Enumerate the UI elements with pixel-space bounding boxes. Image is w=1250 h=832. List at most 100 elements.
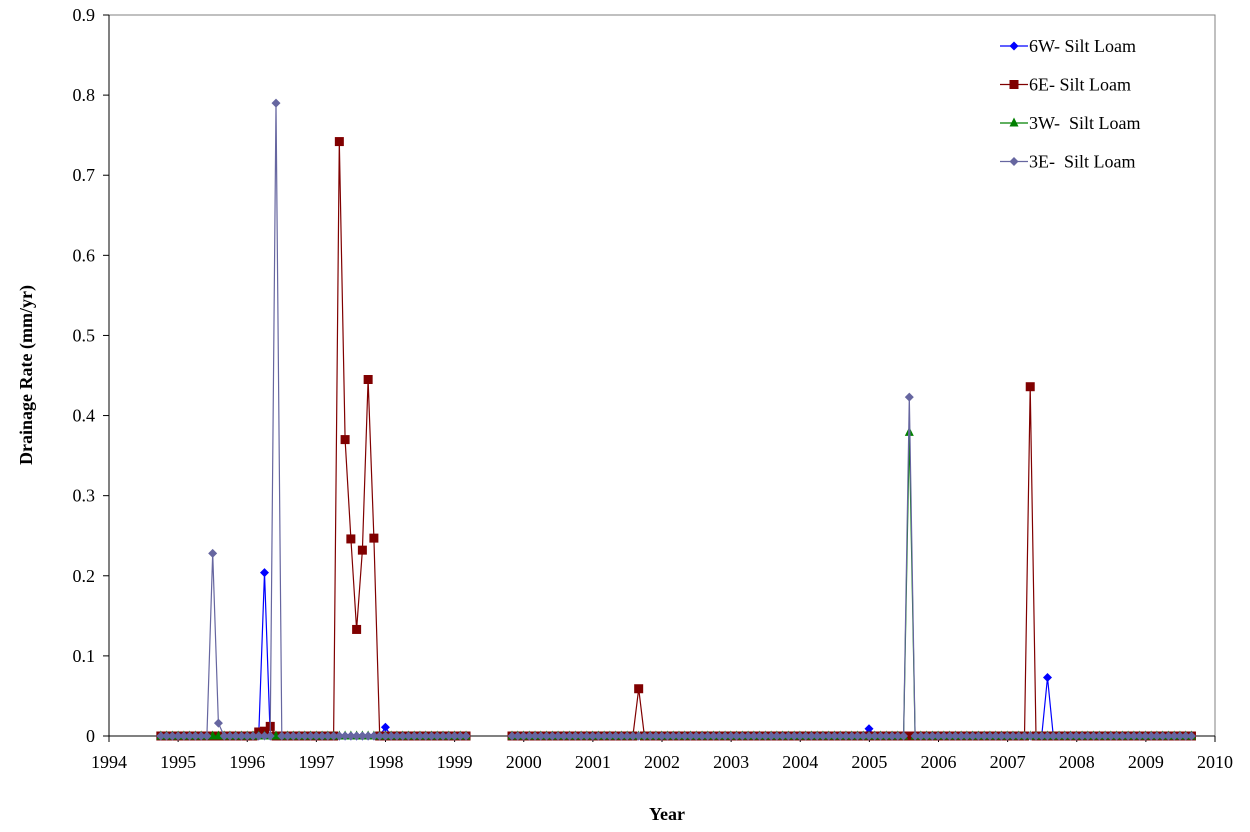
x-tick-label: 1999	[437, 752, 473, 772]
data-point	[363, 731, 373, 741]
x-tick-label: 2000	[506, 752, 542, 772]
data-point	[392, 731, 402, 741]
series-group	[156, 98, 1196, 741]
data-point	[1043, 731, 1053, 741]
data-point	[208, 548, 218, 558]
data-point	[565, 731, 575, 741]
data-point	[933, 731, 943, 741]
series-3	[156, 98, 1196, 741]
data-point	[887, 731, 897, 741]
data-point	[651, 731, 661, 741]
x-tick-label: 2010	[1197, 752, 1233, 772]
x-tick-label: 1994	[91, 752, 127, 772]
x-tick-label: 1998	[368, 752, 404, 772]
data-point	[599, 731, 609, 741]
data-point	[259, 568, 269, 578]
data-point	[507, 731, 517, 741]
data-point	[1158, 731, 1168, 741]
data-point	[1031, 731, 1041, 741]
data-point	[450, 731, 460, 741]
data-point	[334, 137, 344, 147]
y-axis-title: Drainage Rate (mm/yr)	[16, 285, 37, 465]
data-point	[1117, 731, 1127, 741]
x-tick-label: 2006	[921, 752, 957, 772]
data-point	[680, 731, 690, 741]
x-axis-title: Year	[649, 804, 685, 824]
data-point	[426, 731, 436, 741]
data-point	[317, 731, 327, 741]
data-point	[530, 731, 540, 741]
data-point	[415, 731, 425, 741]
x-tick-label: 2008	[1059, 752, 1095, 772]
data-point	[357, 731, 367, 741]
data-point	[835, 731, 845, 741]
y-tick-label: 0.1	[73, 646, 96, 666]
x-tick-label: 2001	[575, 752, 611, 772]
data-point	[524, 731, 534, 741]
series-line	[512, 397, 1192, 737]
data-point	[950, 731, 960, 741]
data-point	[979, 731, 989, 741]
x-tick-label: 2002	[644, 752, 680, 772]
data-point	[380, 731, 390, 741]
data-point	[259, 731, 269, 741]
legend: 6W- Silt Loam 6E- Silt Loam 3W- Silt Loam 3…	[1000, 36, 1141, 172]
data-point	[248, 731, 258, 741]
data-point	[271, 98, 281, 108]
series-line	[160, 103, 466, 737]
data-point	[1175, 731, 1185, 741]
data-point	[190, 731, 200, 741]
data-point	[899, 731, 909, 741]
data-point	[737, 731, 747, 741]
data-point	[1146, 731, 1156, 741]
data-point	[1140, 731, 1150, 741]
y-tick-label: 0.5	[73, 325, 96, 345]
legend-entry: 6E- Silt Loam	[1000, 75, 1131, 95]
data-point	[858, 731, 868, 741]
data-point	[985, 731, 995, 741]
data-point	[634, 731, 644, 741]
data-point	[559, 731, 569, 741]
data-point	[340, 731, 350, 741]
x-tick-label: 2004	[782, 752, 818, 772]
data-point	[1089, 731, 1099, 741]
data-point	[864, 731, 874, 741]
data-point	[179, 731, 189, 741]
data-point	[1106, 731, 1116, 741]
data-point	[300, 731, 310, 741]
data-point	[513, 731, 523, 741]
data-point	[709, 731, 719, 741]
y-tick-label: 0.2	[73, 566, 96, 586]
data-point	[939, 731, 949, 741]
data-point	[824, 731, 834, 741]
series-line	[512, 677, 1192, 737]
data-point	[461, 731, 471, 741]
data-point	[922, 731, 932, 741]
series-line	[160, 572, 466, 737]
data-point	[991, 731, 1001, 741]
data-point	[375, 731, 385, 741]
legend-entry: 3E- Silt Loam	[1000, 152, 1136, 172]
data-point	[386, 731, 396, 741]
data-point	[352, 731, 362, 741]
series-2	[156, 426, 1196, 740]
x-tick-label: 2009	[1128, 752, 1164, 772]
legend-label: 6W- Silt Loam	[1029, 36, 1136, 56]
data-point	[616, 731, 626, 741]
data-point	[1112, 731, 1122, 741]
data-point	[657, 731, 667, 741]
x-tick-label: 1997	[298, 752, 334, 772]
data-point	[904, 731, 914, 741]
data-point	[732, 731, 742, 741]
data-point	[945, 731, 955, 741]
data-point	[1048, 731, 1058, 741]
data-point	[904, 392, 914, 402]
y-tick-label: 0.3	[73, 486, 96, 506]
data-point	[852, 731, 862, 741]
data-point	[668, 731, 678, 741]
data-point	[1163, 731, 1173, 741]
data-point	[242, 731, 252, 741]
data-point	[778, 731, 788, 741]
data-point	[409, 731, 419, 741]
